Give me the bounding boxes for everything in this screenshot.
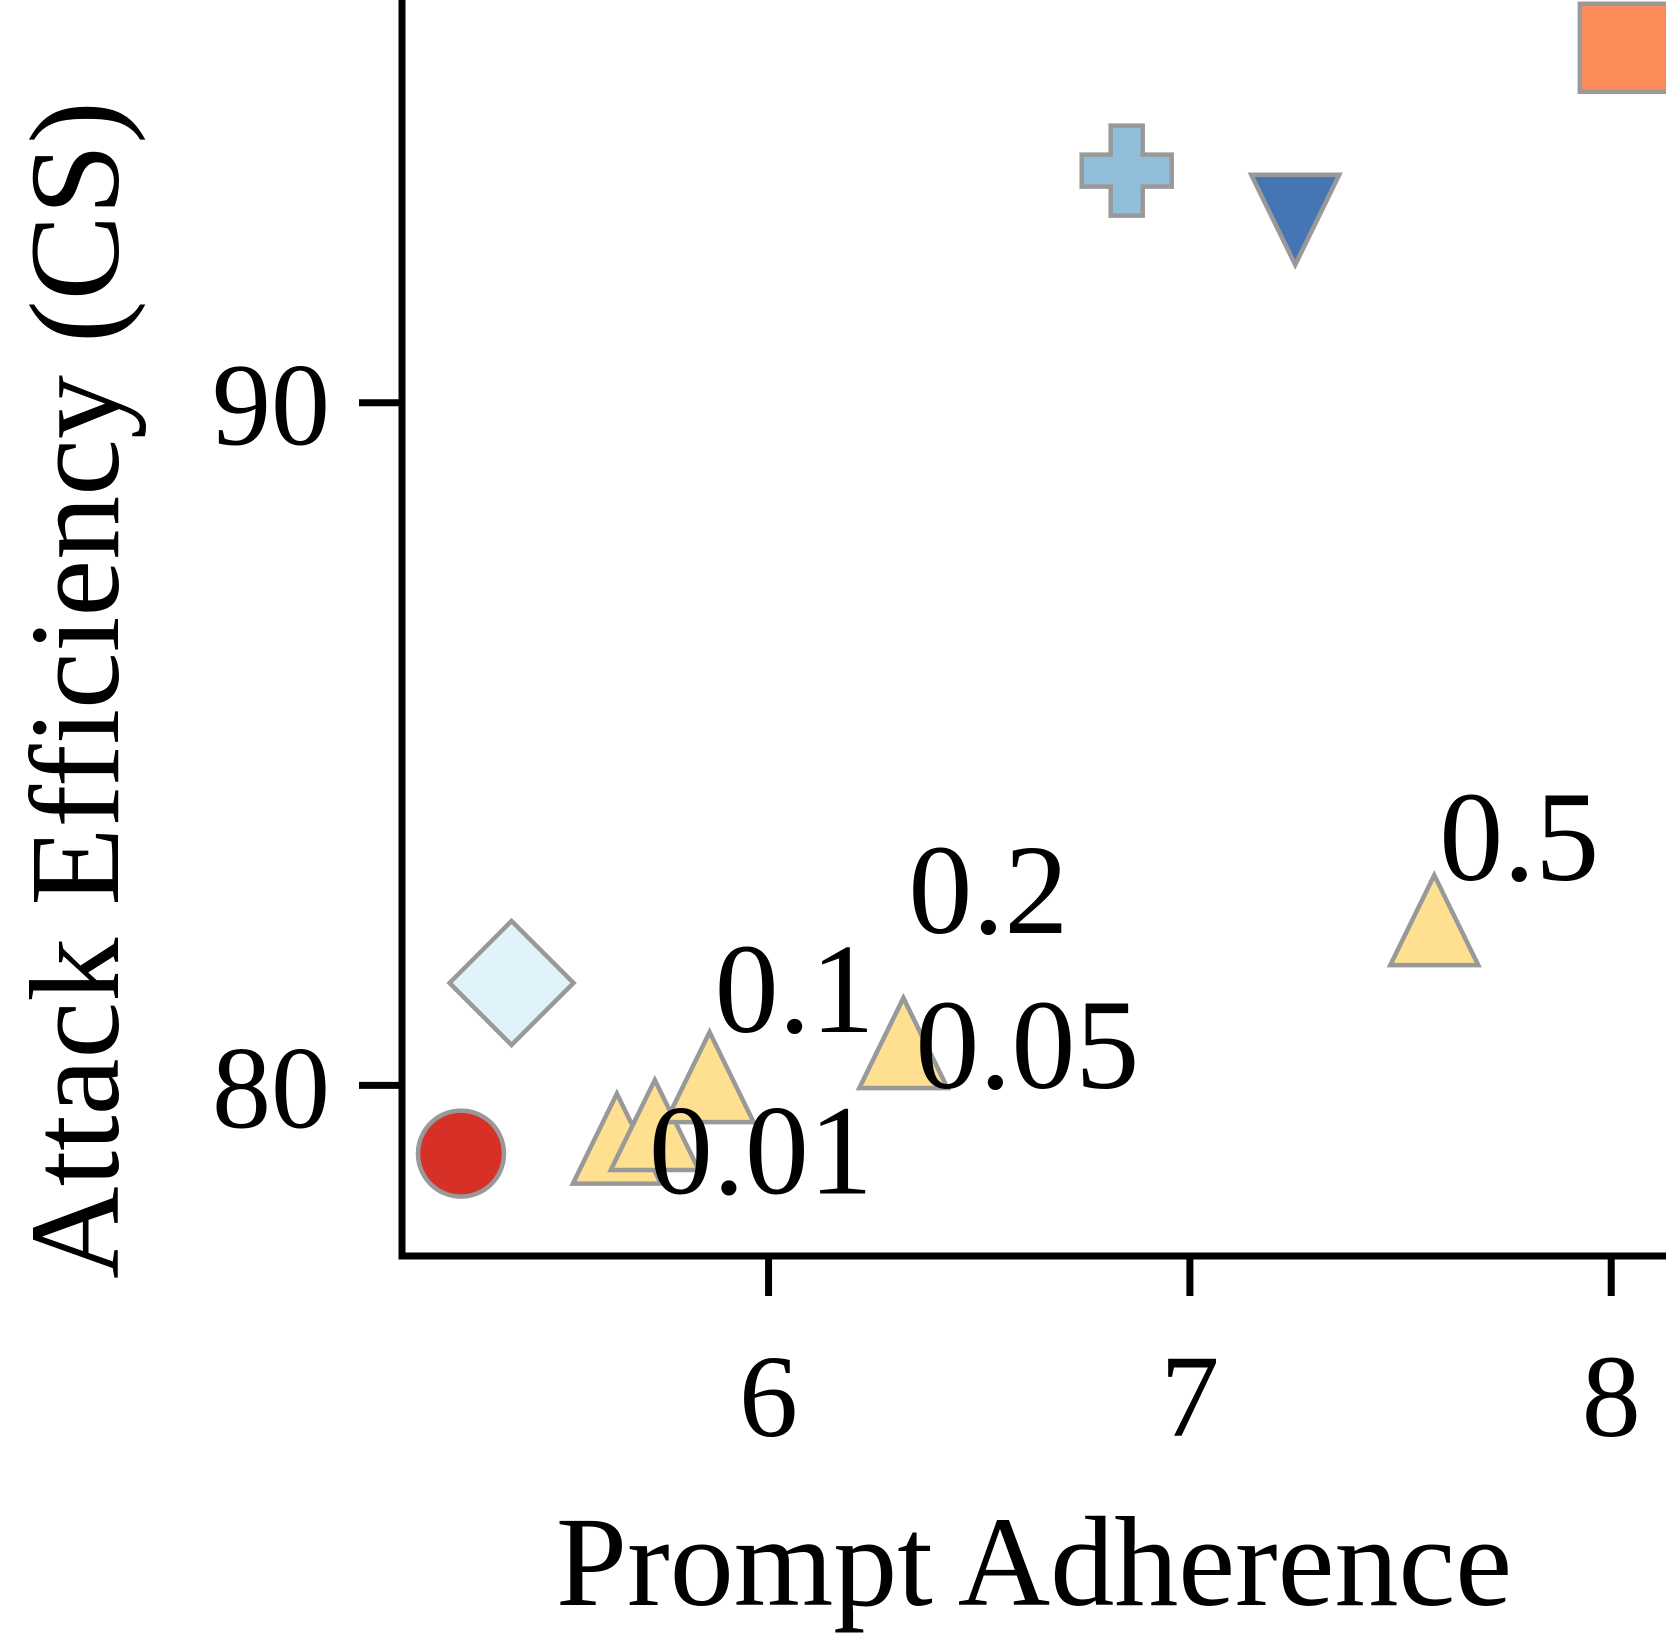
- x-tick-label: 8: [1582, 1331, 1641, 1462]
- y-tick-label: 80: [212, 1022, 330, 1153]
- triangle-up-point: [1386, 870, 1482, 968]
- ticks: 6 7 8 80 90: [212, 340, 1641, 1462]
- point-label: 0.2: [908, 819, 1068, 961]
- square-point: [1577, 1, 1666, 95]
- point-label: 0.1: [715, 918, 875, 1060]
- axes: [398, 0, 1666, 1260]
- plot-area: [415, 1, 1666, 1199]
- x-tick-label: 6: [739, 1331, 798, 1462]
- y-axis-title: Attack Efficiency (CS): [4, 101, 146, 1279]
- triangle-up-point: [661, 1027, 758, 1125]
- point-label: 0.5: [1439, 766, 1599, 908]
- x-axis-title: Prompt Adherence: [556, 1491, 1512, 1633]
- triangle-up-point: [607, 1074, 703, 1173]
- point-labels: 0.01 0.1 0.050.2 0.5: [649, 766, 1599, 1221]
- triangle-up-point: [855, 992, 951, 1091]
- y-tick-label: 90: [212, 340, 330, 471]
- triangle-down-point: [1247, 172, 1343, 270]
- diamond-point: [446, 917, 577, 1049]
- point-label: 0.05: [915, 974, 1139, 1116]
- plus-point: [1079, 123, 1174, 218]
- point-label: 0.01: [649, 1080, 873, 1222]
- x-tick-label: 7: [1160, 1331, 1219, 1462]
- circle-point: [415, 1108, 507, 1199]
